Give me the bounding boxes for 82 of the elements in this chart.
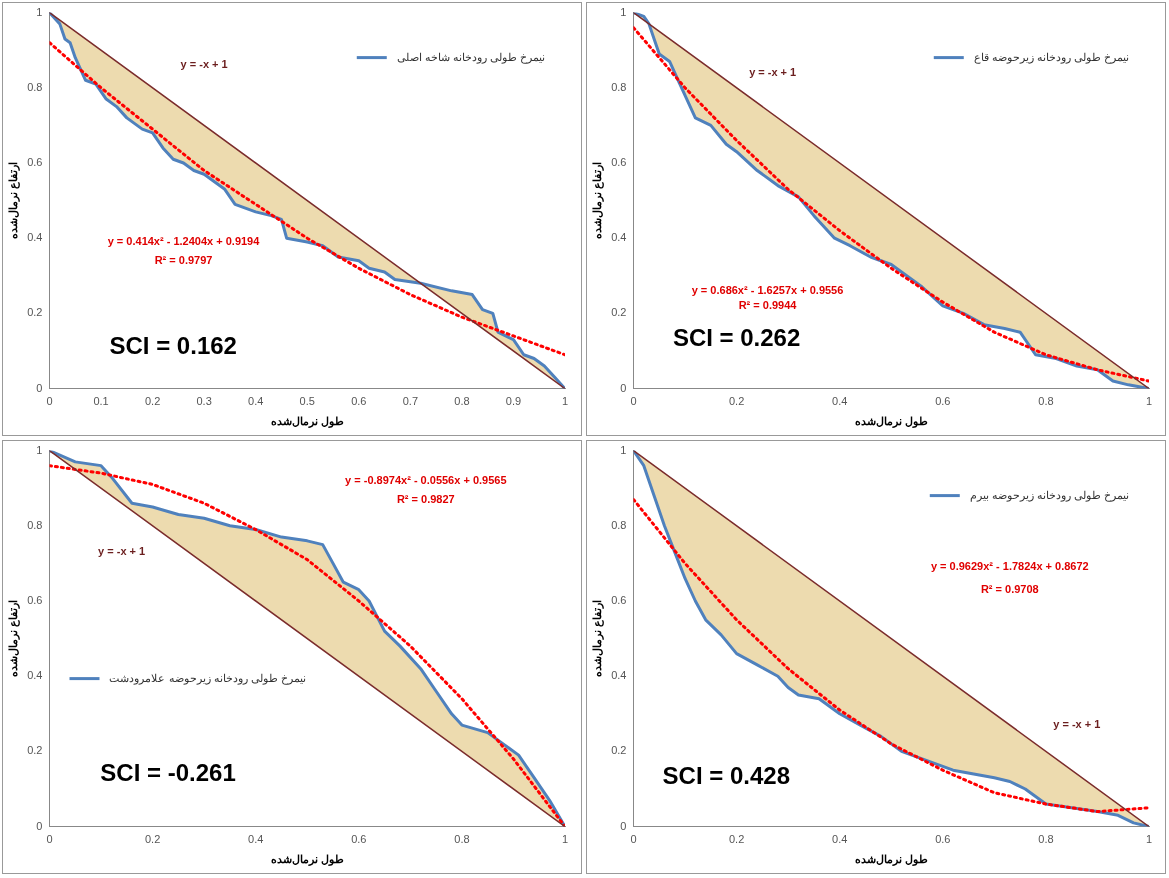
y-axis-title: ارتفاع نرمال‌شده (590, 162, 604, 240)
annotation: SCI = 0.162 (109, 331, 237, 359)
x-tick-label: 0.6 (351, 833, 367, 846)
x-tick-label: 1 (1145, 395, 1153, 408)
line-series (49, 41, 565, 357)
annotation: y = -x + 1 (98, 545, 146, 558)
y-tick-label: 0.4 (611, 231, 627, 244)
y-tick-label: 0 (36, 381, 43, 394)
x-tick-label: 0.4 (248, 395, 264, 408)
y-tick-label: 0.8 (611, 80, 627, 93)
x-tick-label: 0 (46, 833, 53, 846)
y-tick-label: 0.6 (27, 594, 43, 607)
x-tick-label: 0.3 (196, 395, 212, 408)
x-tick-label: 0 (46, 395, 53, 408)
legend-label: نیمرخ طولی رودخانه شاخه اصلی (396, 50, 545, 64)
x-tick-label: 0.2 (728, 395, 745, 408)
y-tick-label: 0 (620, 381, 627, 394)
y-tick-label: 0.6 (27, 156, 43, 169)
y-tick-label: 0.8 (611, 518, 627, 531)
annotation: y = -x + 1 (180, 58, 228, 71)
annotation: SCI = -0.261 (100, 758, 236, 786)
annotation: SCI = 0.262 (672, 324, 801, 352)
x-tick-label: 0 (630, 395, 637, 408)
y-tick-label: 0.4 (611, 669, 627, 682)
x-tick-label: 1 (1145, 833, 1153, 846)
annotation: R² = 0.9708 (980, 582, 1039, 595)
y-tick-label: 0.2 (27, 306, 43, 319)
x-tick-label: 0.8 (454, 395, 470, 408)
y-tick-label: 0 (620, 819, 627, 832)
legend-label: نیمرخ طولی رودخانه زیرحوضه قاع (973, 50, 1129, 64)
x-tick-label: 0.6 (351, 395, 367, 408)
annotation: R² = 0.9944 (738, 298, 798, 311)
x-tick-label: 0.6 (935, 833, 951, 846)
x-tick-label: 0.2 (728, 833, 745, 846)
x-axis-title: طول نرمال‌شده (854, 853, 928, 867)
y-tick-label: 1 (620, 443, 627, 456)
annotation: SCI = 0.428 (662, 762, 790, 790)
annotation: R² = 0.9827 (396, 492, 455, 505)
annotation: y = -x + 1 (749, 65, 797, 78)
x-axis-title: طول نرمال‌شده (270, 415, 344, 429)
y-tick-label: 1 (36, 443, 43, 456)
x-tick-label: 0.7 (402, 395, 418, 408)
y-axis-title: ارتفاع نرمال‌شده (6, 162, 20, 240)
y-tick-label: 0.4 (27, 669, 43, 682)
x-tick-label: 0.4 (832, 395, 848, 408)
annotation: y = 0.686x² - 1.6257x + 0.9556 (691, 283, 844, 296)
x-tick-label: 0.6 (935, 395, 951, 408)
x-tick-label: 0.1 (93, 395, 109, 408)
y-tick-label: 0.6 (611, 594, 627, 607)
x-tick-label: 0 (630, 833, 637, 846)
annotation: y = -x + 1 (1053, 718, 1101, 731)
y-tick-label: 1 (620, 5, 627, 18)
y-tick-label: 0.8 (27, 518, 43, 531)
y-tick-label: 0.4 (27, 231, 43, 244)
y-axis-title: ارتفاع نرمال‌شده (6, 600, 20, 678)
y-tick-label: 0.2 (611, 306, 627, 319)
y-tick-label: 0.2 (611, 744, 627, 757)
x-tick-label: 0.9 (505, 395, 522, 408)
y-axis-title: ارتفاع نرمال‌شده (590, 600, 604, 678)
x-tick-label: 0.2 (144, 833, 161, 846)
x-tick-label: 0.5 (299, 395, 315, 408)
legend-label: نیمرخ طولی رودخانه زیرحوضه بیرم (969, 488, 1129, 502)
annotation: y = -0.8974x² - 0.0556x + 0.9565 (345, 473, 507, 486)
x-tick-label: 0.4 (248, 833, 264, 846)
x-tick-label: 0.8 (1038, 395, 1054, 408)
x-tick-label: 0.2 (144, 395, 161, 408)
annotation: R² = 0.9797 (154, 253, 213, 266)
x-tick-label: 1 (561, 833, 569, 846)
x-tick-label: 0.8 (1038, 833, 1054, 846)
x-axis-title: طول نرمال‌شده (270, 853, 344, 867)
x-tick-label: 0.8 (454, 833, 470, 846)
y-tick-label: 0.8 (27, 80, 43, 93)
x-tick-label: 1 (561, 395, 569, 408)
annotation: y = 0.9629x² - 1.7824x + 0.8672 (930, 560, 1089, 573)
y-tick-label: 0.2 (27, 744, 43, 757)
y-tick-label: 0 (36, 819, 43, 832)
annotation: y = 0.414x² - 1.2404x + 0.9194 (107, 234, 261, 247)
x-tick-label: 0.4 (832, 833, 848, 846)
y-tick-label: 0.6 (611, 156, 627, 169)
x-axis-title: طول نرمال‌شده (854, 415, 928, 429)
y-tick-label: 1 (36, 5, 43, 18)
legend-label: نیمرخ طولی رودخانه زیرحوضه علامرودشت (109, 671, 306, 685)
